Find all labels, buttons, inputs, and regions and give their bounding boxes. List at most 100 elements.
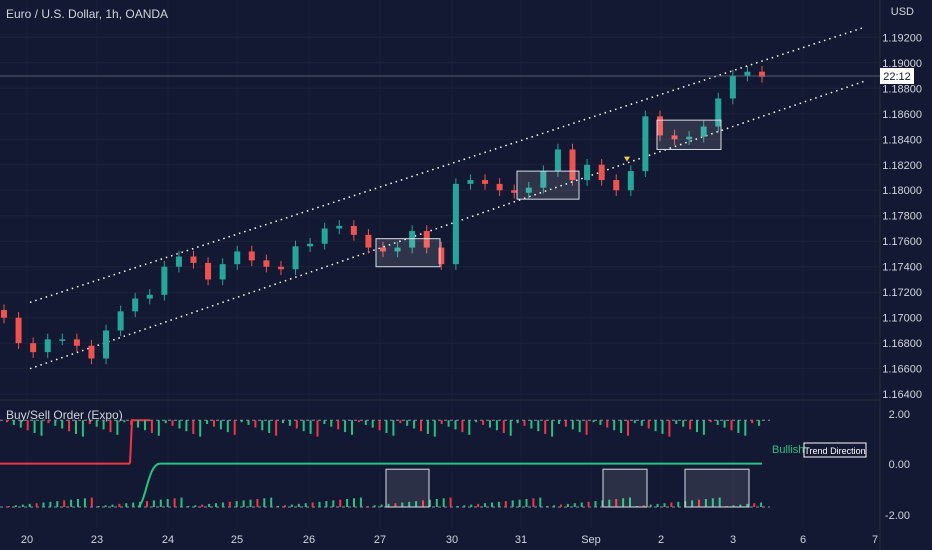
time-tick-label: 2 (658, 534, 664, 546)
osc-bar-top (523, 420, 526, 426)
osc-bar-bottom (290, 504, 293, 507)
osc-bar-top (206, 420, 209, 424)
candle-body (248, 251, 255, 261)
time-tick-label: 27 (374, 534, 386, 546)
osc-bar-top (254, 420, 257, 428)
osc-bar-top (592, 420, 595, 423)
osc-bar-bottom (594, 501, 597, 507)
osc-tick-bottom: -2.00 (885, 510, 910, 522)
osc-bar-top (454, 420, 457, 430)
trend-direction-badge: Trend Direction (804, 446, 865, 456)
osc-bar-top (371, 420, 374, 428)
osc-bar-bottom (677, 501, 680, 507)
osc-bar-top (75, 420, 77, 434)
osc-bar-top (737, 420, 740, 433)
candle-body (700, 126, 707, 137)
candle-body (613, 180, 620, 191)
osc-bar-top (102, 420, 105, 430)
osc-bar-bottom (497, 501, 500, 507)
osc-bar-top (654, 420, 657, 432)
candle-body (729, 75, 736, 99)
osc-bar-top (247, 420, 250, 425)
osc-bar-top (12, 420, 15, 425)
osc-bar-top (282, 420, 284, 424)
osc-bar-top (95, 420, 98, 427)
osc-bar-top (33, 420, 36, 433)
osc-bar-bottom (566, 503, 569, 507)
osc-bar-bottom (146, 501, 148, 507)
time-badge-bg (880, 68, 914, 84)
time-axis: 20 23 24 25 26 27 30 31 Sep 2 3 6 7 (21, 534, 878, 546)
osc-bar-bottom (560, 504, 562, 507)
candle-body (277, 266, 284, 270)
osc-bar-bottom (366, 506, 369, 507)
osc-bar-top (571, 420, 574, 430)
time-tick-label: 24 (162, 534, 174, 546)
candle-body (307, 243, 314, 247)
price-tick-label: 1.17800 (882, 211, 922, 223)
osc-bar-top (633, 420, 636, 424)
osc-bar-bottom (704, 499, 707, 507)
candle-body (511, 190, 518, 193)
osc-bar-bottom (235, 501, 238, 507)
osc-bar-top (599, 420, 602, 425)
osc-bar-bottom (28, 503, 31, 507)
osc-bar-bottom (553, 505, 556, 507)
osc-bar-bottom (518, 499, 521, 507)
osc-bar-top (696, 420, 698, 433)
osc-bar-bottom (56, 501, 59, 507)
trend-channel (29, 26, 866, 370)
osc-bar-bottom (97, 506, 100, 507)
osc-bar-bottom (670, 502, 673, 507)
osc-bar-top (537, 420, 540, 432)
osc-bar-top (47, 420, 50, 424)
candle-body (205, 262, 212, 280)
indicator-title[interactable]: Buy/Sell Order (Expo) (6, 408, 123, 422)
osc-bar-top (426, 420, 429, 434)
osc-bar-bottom (77, 499, 79, 507)
chart-title: Euro / U.S. Dollar, 1h, OANDA (6, 7, 169, 21)
osc-bar-bottom (373, 505, 376, 507)
osc-bar-top (199, 420, 202, 437)
osc-bar-top (81, 420, 84, 437)
osc-bar-bottom (435, 499, 438, 507)
osc-bar-top (689, 420, 692, 430)
time-tick-label: 31 (515, 534, 527, 546)
osc-bar-top (268, 420, 271, 433)
osc-bar-top (40, 420, 43, 436)
osc-bar-bottom (732, 505, 735, 507)
osc-bar-top (19, 420, 22, 428)
osc-bar-bottom (339, 499, 342, 507)
candle-body (671, 135, 678, 140)
osc-bar-bottom (739, 504, 742, 507)
osc-bar-top (558, 420, 560, 424)
osc-bar-top (647, 420, 650, 429)
osc-bar-bottom (615, 499, 618, 507)
highlight-box (375, 238, 441, 268)
osc-bar-bottom (525, 499, 528, 507)
osc-bar-bottom (118, 503, 121, 507)
osc-bar-top (26, 420, 29, 431)
osc-bar-top (61, 420, 64, 429)
time-tick-label: 25 (231, 534, 243, 546)
osc-bar-bottom (8, 506, 10, 507)
osc-bar-top (468, 420, 471, 435)
osc-bar-top (709, 420, 712, 423)
osc-bar-bottom (546, 506, 549, 507)
candle-body (1, 310, 7, 318)
osc-bar-bottom (428, 499, 431, 507)
candle-body (642, 116, 649, 172)
price-axis: 1.19200 1.19000 1.18800 1.18600 1.18400 1.182… (882, 32, 922, 401)
osc-bar-bottom (49, 501, 52, 507)
candle-body (117, 311, 124, 331)
candle-body (715, 98, 722, 127)
candle-body (656, 116, 663, 136)
osc-bar-bottom (511, 500, 514, 507)
price-tick-label: 1.19000 (882, 58, 922, 70)
osc-bar-bottom (491, 502, 493, 507)
price-tick-label: 1.16800 (882, 338, 922, 350)
osc-bar-bottom (318, 501, 321, 507)
osc-bar-bottom (125, 503, 128, 507)
osc-bar-bottom (180, 497, 183, 507)
